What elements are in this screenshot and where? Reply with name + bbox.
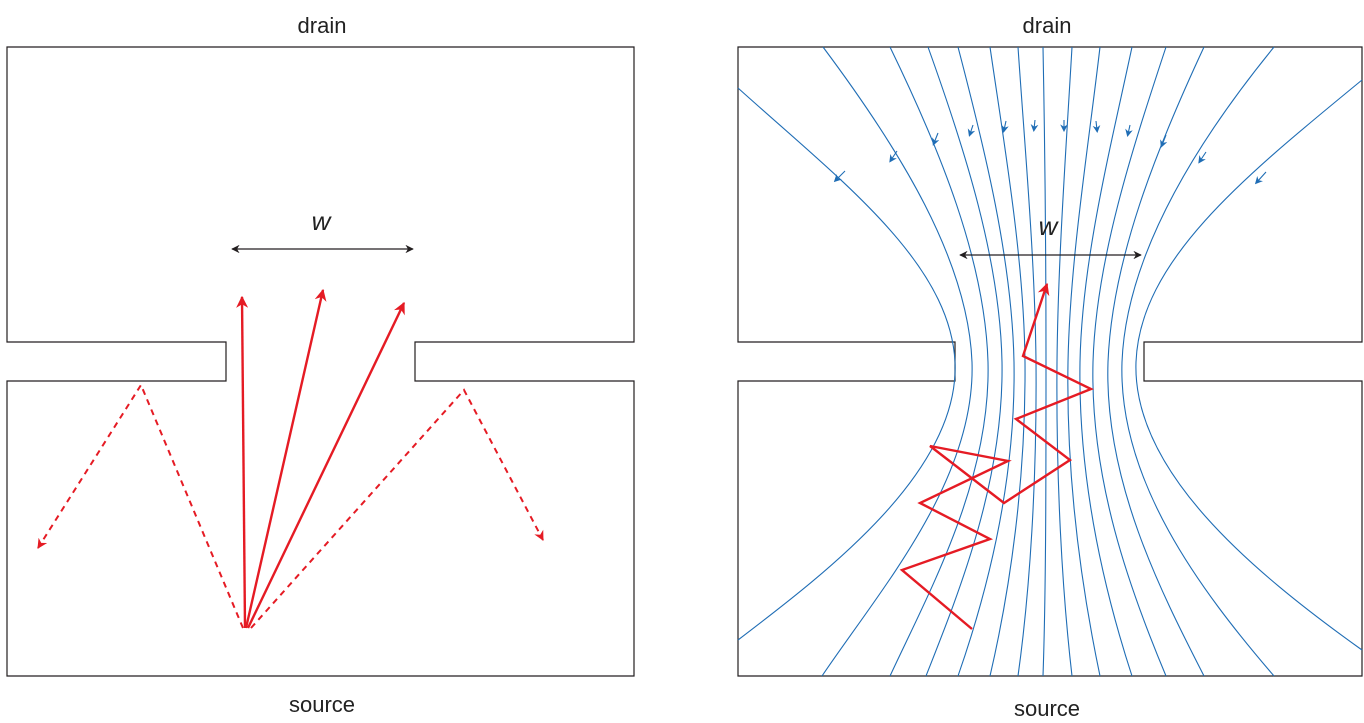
- right-channel-outline: [737, 46, 1363, 677]
- streamline: [957, 46, 1015, 677]
- right-streamlines: [737, 46, 1363, 677]
- left-width-label: w: [312, 206, 333, 236]
- streamline: [1135, 79, 1363, 651]
- left-ballistic-arrow-1: [236, 295, 249, 629]
- streamline: [1092, 46, 1167, 677]
- right-panel: drain source: [737, 13, 1363, 721]
- left-reflected-arrow-left: [37, 382, 244, 629]
- right-width-label: w: [1039, 211, 1060, 241]
- streamline-arrow: [1254, 171, 1267, 185]
- streamline-arrow: [1198, 151, 1207, 164]
- right-diffusive-trajectory: [899, 282, 1094, 630]
- left-ballistic-arrow-2: [244, 288, 327, 629]
- right-drain-label: drain: [1023, 13, 1072, 38]
- streamline-arrow: [1092, 120, 1101, 134]
- streamline: [1042, 46, 1047, 677]
- streamline-arrow: [1160, 134, 1168, 148]
- streamline: [1067, 46, 1101, 677]
- streamline: [1079, 46, 1133, 677]
- streamline: [821, 46, 973, 677]
- streamline-arrow: [833, 170, 846, 183]
- left-reflected-arrow-right: [250, 388, 544, 629]
- streamline: [925, 46, 1003, 677]
- left-panel: drain source w: [6, 13, 635, 717]
- streamline: [1056, 46, 1073, 677]
- streamline-arrow: [1030, 119, 1039, 133]
- streamline-arrow: [932, 132, 940, 146]
- streamline-arrow: [1125, 124, 1133, 138]
- left-source-label: source: [289, 692, 355, 717]
- left-drain-label: drain: [298, 13, 347, 38]
- streamline: [989, 46, 1026, 677]
- right-source-label: source: [1014, 696, 1080, 721]
- streamline-arrow: [967, 124, 976, 137]
- streamline-arrow: [889, 150, 898, 163]
- streamline: [1121, 46, 1275, 677]
- streamline-arrowheads: [833, 119, 1267, 185]
- left-ballistic-arrow-3: [246, 301, 406, 629]
- streamline-arrow: [1001, 120, 1009, 134]
- streamline: [889, 46, 989, 677]
- left-channel-outline: [6, 46, 635, 677]
- streamline: [737, 87, 956, 641]
